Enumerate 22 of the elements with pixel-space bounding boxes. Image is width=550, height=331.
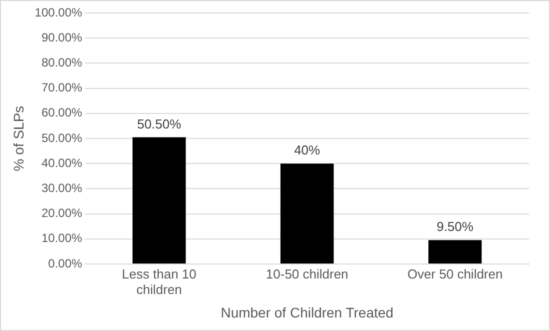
x-tick-label: Less than 10 children bbox=[122, 266, 196, 297]
bar bbox=[428, 240, 482, 264]
y-tick-label: 70.00% bbox=[41, 80, 82, 95]
y-tick-label: 80.00% bbox=[41, 56, 82, 70]
bar bbox=[280, 164, 334, 264]
y-axis-title: % of SLPs bbox=[10, 106, 26, 172]
y-tick-label: 0.00% bbox=[48, 256, 82, 270]
y-tick-label: 10.00% bbox=[41, 231, 82, 246]
y-tick-label: 40.00% bbox=[41, 156, 82, 170]
bar bbox=[132, 137, 186, 264]
y-tick-label: 100.00% bbox=[34, 5, 82, 20]
x-tick-label: 10-50 children bbox=[266, 266, 348, 282]
x-tick-label: Over 50 children bbox=[407, 266, 503, 282]
data-label: 40% bbox=[294, 142, 321, 158]
y-tick-label: 90.00% bbox=[41, 30, 82, 44]
x-axis-title: Number of Children Treated bbox=[220, 304, 394, 320]
y-tick-label: 20.00% bbox=[41, 206, 82, 220]
data-label: 50.50% bbox=[137, 116, 182, 132]
y-tick-label: 30.00% bbox=[41, 181, 82, 196]
y-tick-label: 60.00% bbox=[41, 106, 82, 120]
y-tick-label: 50.00% bbox=[41, 130, 82, 145]
data-label: 9.50% bbox=[436, 219, 474, 234]
